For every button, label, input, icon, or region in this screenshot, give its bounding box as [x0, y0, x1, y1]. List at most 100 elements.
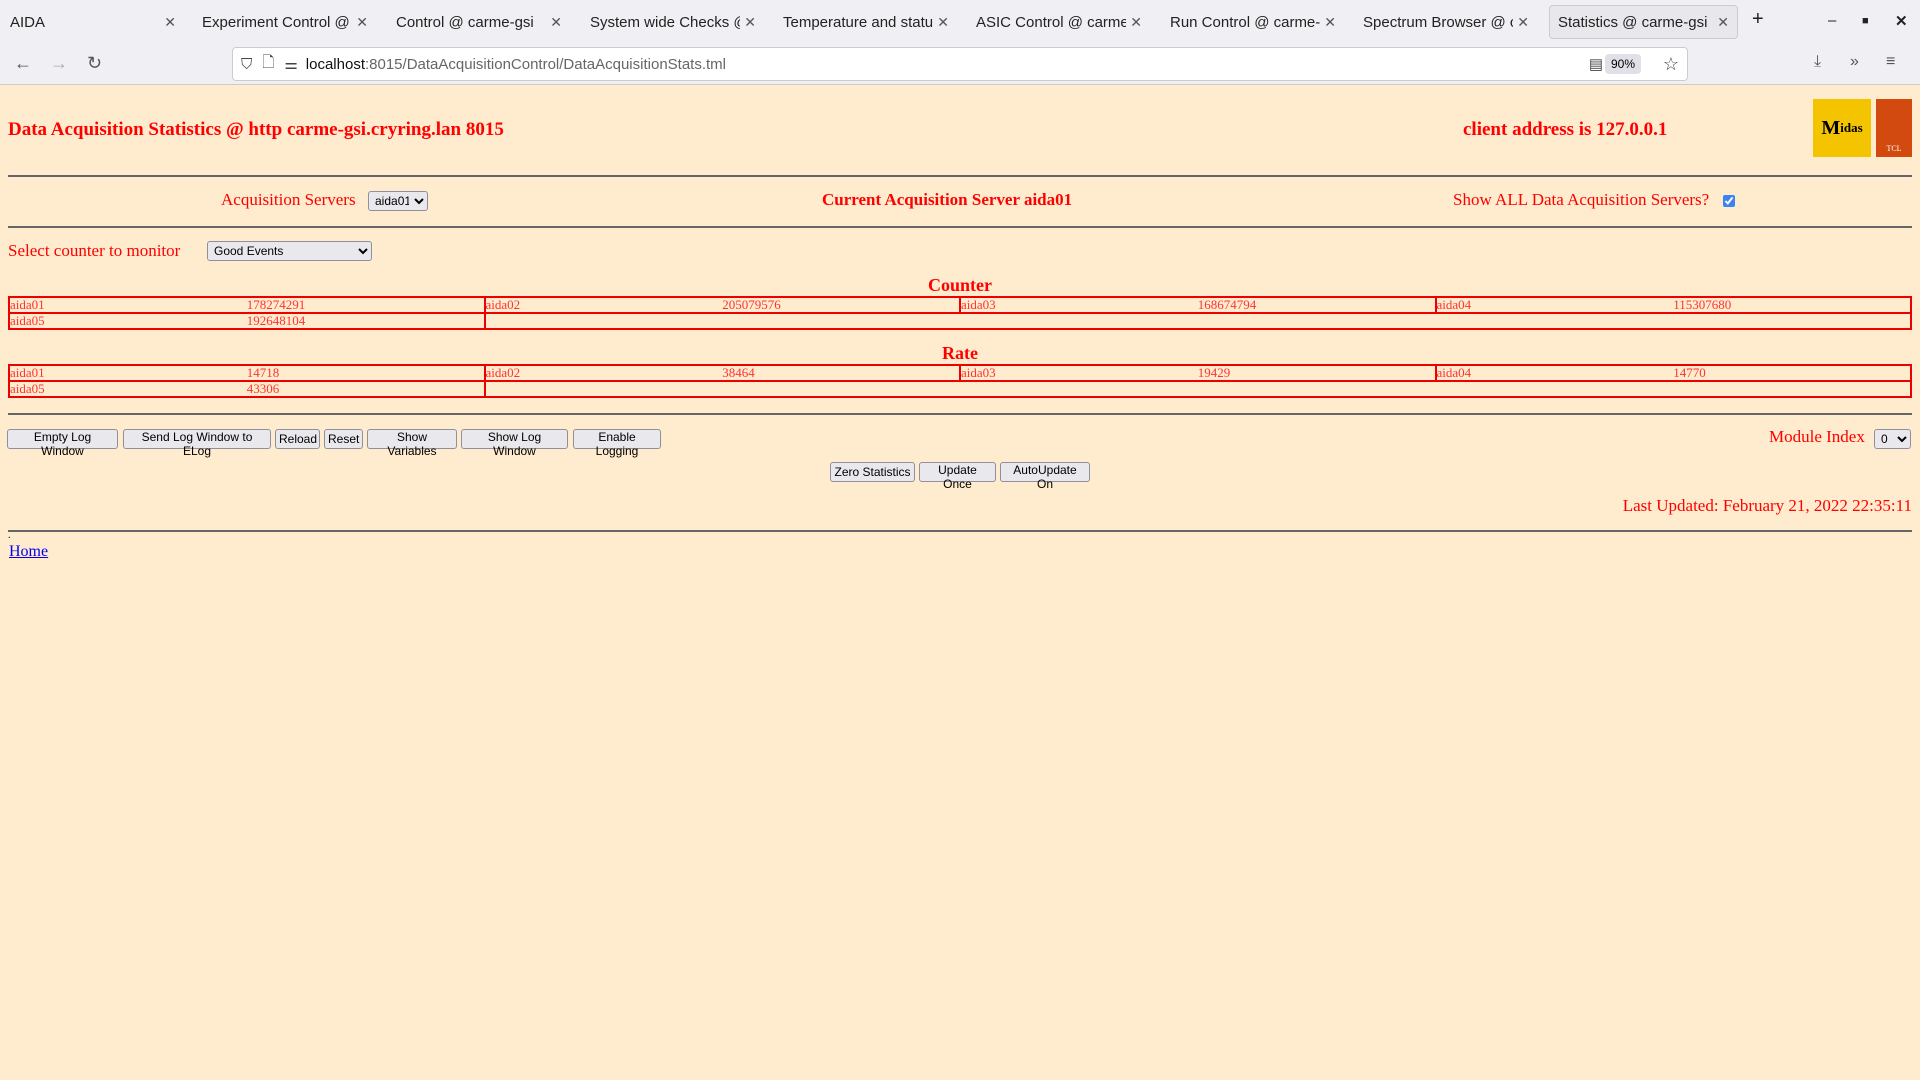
show-all-servers-checkbox[interactable] [1723, 195, 1735, 207]
show-log-window-button[interactable]: Show Log Window [461, 429, 568, 458]
counter-cell: aida01 178274291 [8, 296, 486, 314]
close-icon[interactable]: ✕ [550, 13, 562, 30]
acquisition-server-select[interactable]: aida01 [368, 191, 428, 211]
tab-label: System wide Checks @ carme-gsi [590, 13, 740, 31]
tab-bar: AIDA✕ Experiment Control @ carme-gsi✕ Co… [0, 0, 1920, 43]
rate-value: 14770 [1673, 365, 1706, 380]
update-once-button[interactable]: Update Once [919, 462, 996, 491]
tab-system-checks[interactable]: System wide Checks @ carme-gsi✕ [582, 5, 764, 39]
counter-cell: aida05 192648104 [8, 312, 486, 330]
reload-button[interactable]: Reload [275, 429, 320, 449]
zero-statistics-button[interactable]: Zero Statistics [830, 462, 915, 482]
counter-value: 178274291 [246, 297, 306, 312]
server-name: aida04 [1436, 297, 1472, 312]
rate-cell: aida05 43306 [8, 380, 486, 398]
tab-label: Spectrum Browser @ carme-gsi [1363, 13, 1513, 31]
tab-run-control[interactable]: Run Control @ carme-gsi✕ [1162, 5, 1344, 39]
tab-temperature[interactable]: Temperature and status @ carme-gsi✕ [775, 5, 957, 39]
counter-select-label: Select counter to monitor [8, 241, 181, 260]
minimize-icon[interactable]: – [1828, 12, 1837, 29]
counter-cell: aida02 205079576 [483, 296, 961, 314]
back-icon[interactable]: ← [14, 53, 32, 73]
server-name: aida03 [961, 365, 996, 380]
current-server: Current Acquisition Server aida01 [822, 190, 1073, 209]
menu-icon[interactable]: ≡ [1886, 53, 1896, 70]
reset-button[interactable]: Reset [324, 429, 363, 449]
tab-experiment-control[interactable]: Experiment Control @ carme-gsi✕ [194, 5, 376, 39]
module-index-select[interactable]: 0 [1874, 429, 1911, 449]
dot-text: . [8, 530, 11, 541]
new-tab-icon[interactable]: + [1752, 8, 1764, 30]
server-name: aida04 [1436, 365, 1472, 380]
close-icon[interactable]: ✕ [356, 13, 368, 30]
page-icon: 🗋 [262, 53, 275, 71]
reload-icon[interactable]: ↻ [87, 53, 103, 73]
counter-heading: Counter [928, 275, 992, 295]
url-host: localhost [305, 55, 365, 73]
server-name: aida05 [10, 313, 45, 328]
tab-spectrum-browser[interactable]: Spectrum Browser @ carme-gsi✕ [1355, 5, 1537, 39]
divider [8, 226, 1912, 228]
tab-statistics[interactable]: Statistics @ carme-gsi ✕ [1549, 5, 1738, 39]
url-path: :8015/DataAcquisitionControl/DataAcquisi… [364, 55, 727, 73]
rate-value: 19429 [1197, 365, 1231, 380]
close-icon[interactable]: ✕ [937, 13, 949, 30]
counter-value: 168674794 [1197, 297, 1257, 312]
page-title: Data Acquisition Statistics @ http carme… [8, 119, 504, 140]
last-updated: Last Updated: February 21, 2022 22:35:11 [1622, 496, 1912, 515]
close-icon[interactable]: ✕ [164, 13, 176, 30]
server-name: aida01 [10, 365, 45, 380]
rate-heading: Rate [942, 343, 978, 363]
close-icon[interactable]: ✕ [1517, 13, 1529, 30]
tab-control[interactable]: Control @ carme-gsi ✕ [388, 5, 570, 39]
empty-log-window-button[interactable]: Empty Log Window [7, 429, 118, 458]
rate-value: 38464 [722, 365, 755, 380]
url-bar[interactable]: ⛉ 🗋 ⚌ localhost:8015/DataAcquisitionCont… [232, 47, 1688, 81]
shield-icon[interactable]: ⛉ [241, 55, 253, 73]
tcl-powered-logo: TCL [1876, 99, 1912, 157]
counter-table: aida01 178274291 aida02 205079576 aida03 16… [8, 296, 1912, 330]
tab-label: Run Control @ carme-gsi [1170, 13, 1321, 31]
counter-value: 205079576 [722, 297, 781, 312]
counter-value: 192648104 [246, 313, 306, 328]
close-icon[interactable]: ✕ [1130, 13, 1142, 30]
tab-asic-control[interactable]: ASIC Control @ carme-gsi✕ [968, 5, 1150, 39]
rate-value: 43306 [246, 381, 280, 396]
server-name: aida02 [485, 297, 521, 312]
server-name: aida05 [10, 381, 45, 396]
forward-icon[interactable]: → [50, 53, 68, 73]
counter-cell: aida03 168674794 [959, 296, 1437, 314]
rate-value: 14718 [246, 365, 280, 380]
module-index-label: Module Index [1769, 427, 1865, 446]
rate-table: aida01 14718 aida02 38464 aida03 19429 aida… [8, 364, 1912, 398]
show-variables-button[interactable]: Show Variables [367, 429, 457, 458]
rate-cell: aida01 14718 [8, 364, 486, 382]
window-close-icon[interactable]: ✕ [1895, 13, 1908, 30]
close-icon[interactable]: ✕ [744, 13, 756, 30]
close-icon[interactable]: ✕ [1717, 13, 1729, 30]
server-name: aida01 [10, 297, 45, 312]
autoupdate-button[interactable]: AutoUpdate On [1000, 462, 1090, 491]
rate-cell: aida03 19429 [959, 364, 1437, 382]
enable-logging-button[interactable]: Enable Logging [573, 429, 661, 458]
send-log-to-elog-button[interactable]: Send Log Window to ELog [123, 429, 271, 458]
permissions-icon[interactable]: ⚌ [284, 56, 298, 73]
tab-label: Control @ carme-gsi [396, 13, 534, 31]
tab-label: Experiment Control @ carme-gsi [202, 13, 352, 31]
bookmark-star-icon[interactable]: ☆ [1662, 53, 1679, 74]
download-icon[interactable]: ⤓ [1814, 53, 1822, 70]
browser-chrome: AIDA✕ Experiment Control @ carme-gsi✕ Co… [0, 0, 1920, 85]
reader-view-icon[interactable]: ▤ [1588, 56, 1603, 73]
zoom-level[interactable]: 90% [1604, 54, 1641, 74]
home-link[interactable]: Home [9, 543, 49, 560]
close-icon[interactable]: ✕ [1324, 13, 1336, 30]
maximize-icon[interactable]: ■ [1862, 15, 1869, 27]
tab-aida[interactable]: AIDA ✕ [2, 5, 184, 39]
show-all-servers-label: Show ALL Data Acquisition Servers? [1453, 190, 1710, 209]
divider [8, 413, 1912, 415]
client-address: client address is 127.0.0.1 [1463, 119, 1668, 140]
tab-label: ASIC Control @ carme-gsi [976, 13, 1127, 31]
counter-select[interactable]: Good Events [207, 241, 372, 261]
overflow-icon[interactable]: » [1850, 53, 1859, 70]
